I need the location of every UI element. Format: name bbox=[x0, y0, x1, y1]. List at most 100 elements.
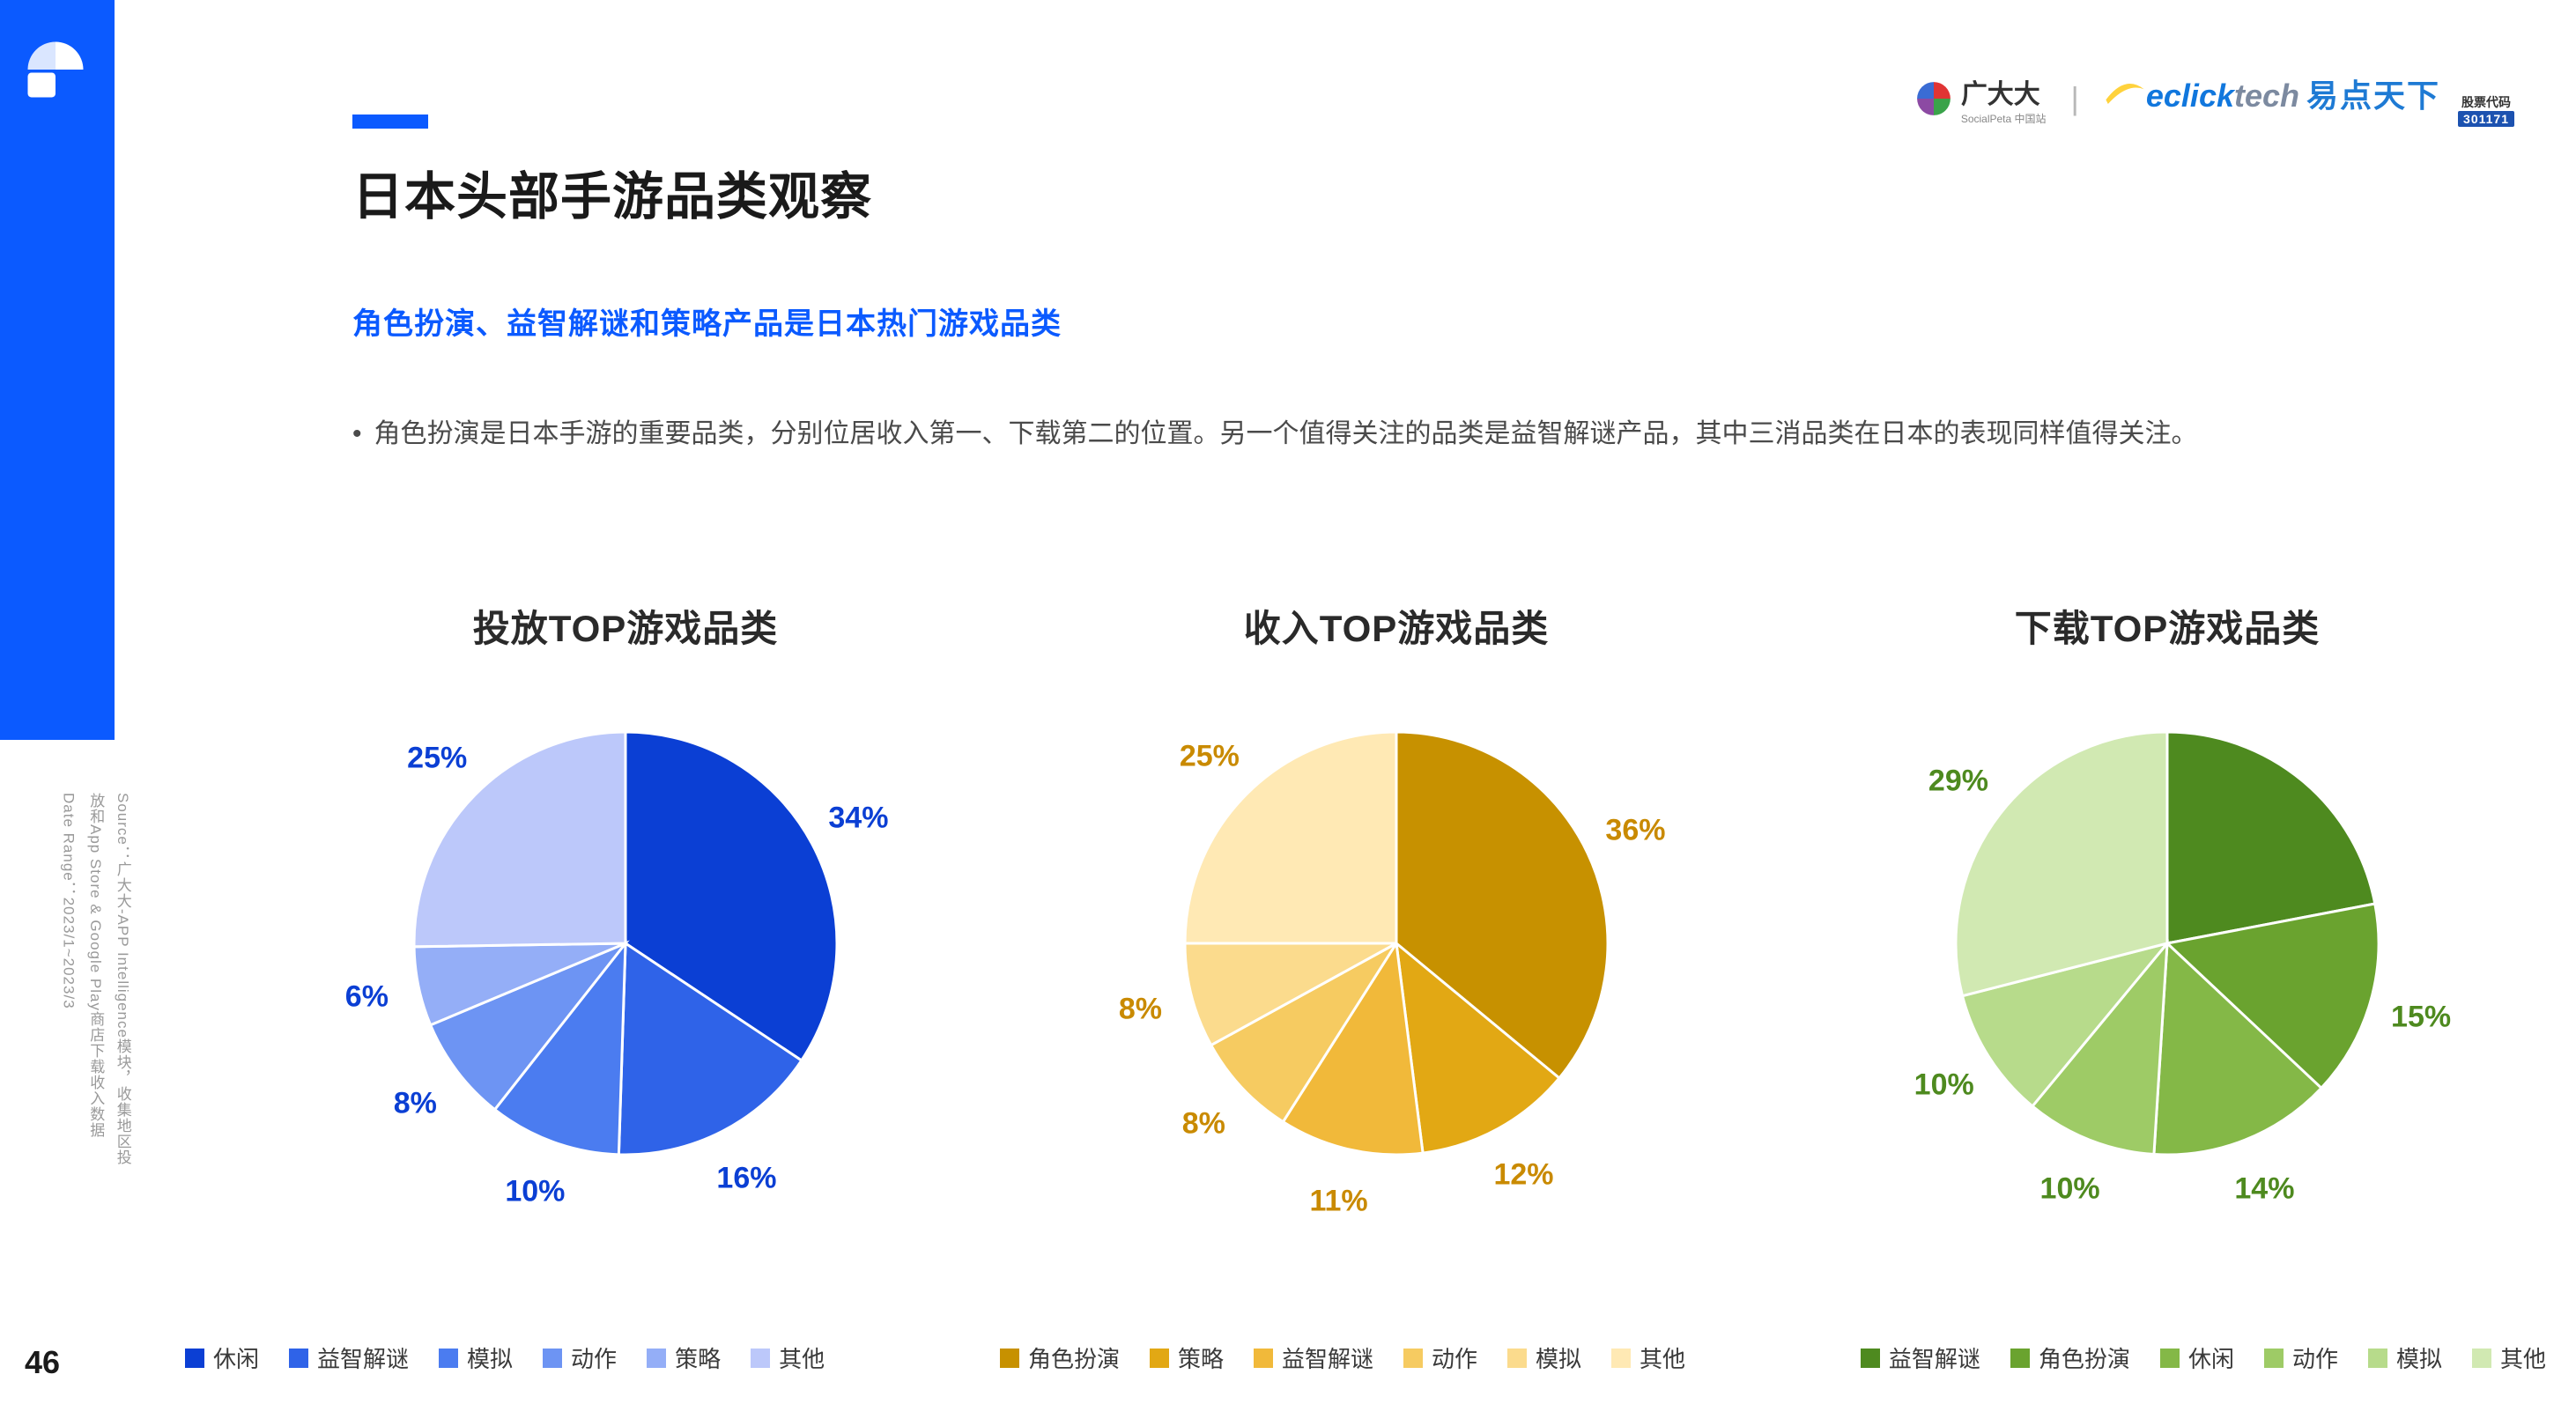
legend-swatch bbox=[647, 1349, 666, 1368]
legend-item: 益智解谜 bbox=[1861, 1341, 1980, 1374]
pie-pct-label: 11% bbox=[1309, 1184, 1367, 1218]
legend-swatch bbox=[185, 1349, 204, 1368]
chart-title: 下载TOP游戏品类 bbox=[2015, 599, 2321, 653]
legend-swatch bbox=[2368, 1349, 2387, 1368]
ec-part-c: 易点天下 bbox=[2306, 78, 2440, 114]
legend-label: 休闲 bbox=[213, 1341, 259, 1374]
pie-pct-label: 25% bbox=[1180, 739, 1240, 773]
legend-item: 其他 bbox=[2472, 1341, 2546, 1374]
legend-label: 其他 bbox=[779, 1341, 825, 1374]
legend-item: 益智解谜 bbox=[289, 1341, 409, 1374]
pie-pct-label: 8% bbox=[1182, 1107, 1225, 1142]
bullet-icon: • bbox=[352, 419, 362, 448]
legend-label: 模拟 bbox=[2396, 1341, 2442, 1374]
legend-group: 益智解谜 角色扮演 休闲 动作 模拟 其他 bbox=[1861, 1341, 2546, 1374]
pie-pct-label: 10% bbox=[505, 1174, 565, 1208]
legend-label: 动作 bbox=[2292, 1341, 2338, 1374]
legend-group: 角色扮演 策略 益智解谜 动作 模拟其他 bbox=[1000, 1341, 1685, 1374]
legend-label: 动作 bbox=[1432, 1341, 1477, 1374]
stock-number: 301171 bbox=[2458, 111, 2514, 127]
stock-badge: 股票代码 301171 bbox=[2458, 93, 2514, 127]
brand-divider: | bbox=[2071, 80, 2079, 117]
pie-pct-label: 8% bbox=[394, 1086, 437, 1120]
legend-item: 休闲 bbox=[185, 1341, 259, 1374]
legend-swatch bbox=[439, 1349, 458, 1368]
legend-item: 动作 bbox=[2264, 1341, 2338, 1374]
description: • 角色扮演是日本手游的重要品类，分别位居收入第一、下载第二的位置。另一个值得关注… bbox=[352, 405, 2308, 463]
legend-swatch bbox=[2264, 1349, 2284, 1368]
socialpeta-icon bbox=[1915, 80, 1952, 117]
legend-item: 其他 bbox=[1611, 1341, 1685, 1374]
legends-row: 休闲益智解谜模拟动作策略其他角色扮演策略益智解谜动作模拟其他益智解谜角色扮演休闲… bbox=[185, 1341, 2546, 1374]
legend-label: 益智解谜 bbox=[1889, 1341, 1980, 1374]
pie-pct-label: 25% bbox=[407, 741, 467, 775]
pie-pct-label: 8% bbox=[1119, 992, 1162, 1026]
pie-pct-label: 6% bbox=[345, 980, 389, 1015]
chart-title: 投放TOP游戏品类 bbox=[473, 599, 779, 653]
legend-swatch bbox=[543, 1349, 562, 1368]
description-text: 角色扮演是日本手游的重要品类，分别位居收入第一、下载第二的位置。另一个值得关注的… bbox=[374, 419, 2198, 448]
pie-pct-label: 16% bbox=[716, 1161, 776, 1195]
legend-item: 动作 bbox=[543, 1341, 617, 1374]
pie-pct-label: 12% bbox=[1493, 1157, 1553, 1192]
legend-group: 休闲 益智解谜 模拟 动作 策略 其他 bbox=[185, 1341, 825, 1374]
legend-label: 益智解谜 bbox=[1282, 1341, 1373, 1374]
legend-label: 策略 bbox=[675, 1341, 721, 1374]
legend-item: 角色扮演 bbox=[2010, 1341, 2130, 1374]
ec-part-b: tech bbox=[2234, 78, 2299, 114]
chart-title: 收入TOP游戏品类 bbox=[1244, 599, 1550, 653]
pie-chart: 15%14%10%10%29% bbox=[1921, 697, 2414, 1190]
legend-label: 动作 bbox=[571, 1341, 617, 1374]
chart-column: 投放TOP游戏品类 34%16%10%8%6%25% bbox=[264, 599, 987, 1190]
legend-label: 角色扮演 bbox=[2039, 1341, 2130, 1374]
source-line: 放和App Store & Google Play商店下载收入数据 bbox=[82, 793, 109, 1286]
chart-column: 收入TOP游戏品类36%12%11%8%8%25% bbox=[1035, 599, 1758, 1190]
legend-label: 模拟 bbox=[1536, 1341, 1581, 1374]
source-note: Source：广大大-APP Intelligence模块，收集地区投 放和Ap… bbox=[55, 793, 136, 1286]
legend-swatch bbox=[2010, 1349, 2030, 1368]
brand-eclicktech: eclicktech易点天下 股票代码 301171 bbox=[2104, 70, 2514, 127]
legend-swatch bbox=[2472, 1349, 2491, 1368]
legend-swatch bbox=[1254, 1349, 1273, 1368]
legend-item: 模拟 bbox=[2368, 1341, 2442, 1374]
branding-bar: 广大大 SocialPeta 中国站 | eclicktech易点天下 股票代码… bbox=[1915, 70, 2514, 127]
brand-logo-icon bbox=[25, 39, 86, 100]
legend-swatch bbox=[289, 1349, 308, 1368]
legend-item: 策略 bbox=[1150, 1341, 1224, 1374]
legend-label: 益智解谜 bbox=[317, 1341, 409, 1374]
legend-label: 其他 bbox=[2500, 1341, 2546, 1374]
legend-swatch bbox=[2160, 1349, 2180, 1368]
legend-swatch bbox=[1861, 1349, 1880, 1368]
legend-item: 策略 bbox=[647, 1341, 721, 1374]
legend-label: 休闲 bbox=[2188, 1341, 2234, 1374]
pie-pct-label: 15% bbox=[2391, 1000, 2451, 1034]
brand-socialpeta: 广大大 SocialPeta 中国站 bbox=[1915, 72, 2047, 126]
legend-item: 益智解谜 bbox=[1254, 1341, 1373, 1374]
legend-item: 角色扮演 bbox=[1000, 1341, 1120, 1374]
side-blue-bar bbox=[0, 0, 115, 740]
source-line: Source：广大大-APP Intelligence模块，收集地区投 bbox=[108, 793, 136, 1286]
legend-swatch bbox=[1507, 1349, 1527, 1368]
legend-item: 动作 bbox=[1403, 1341, 1477, 1374]
page-subtitle: 角色扮演、益智解谜和策略产品是日本热门游戏品类 bbox=[352, 299, 1062, 343]
brand-sp-sub: SocialPeta 中国站 bbox=[1961, 111, 2047, 126]
pie-pct-label: 10% bbox=[2040, 1171, 2100, 1206]
pie-pct-label: 29% bbox=[1928, 765, 1988, 799]
stock-label: 股票代码 bbox=[2461, 93, 2511, 111]
pie-pct-label: 36% bbox=[1605, 814, 1665, 848]
legend-label: 模拟 bbox=[467, 1341, 513, 1374]
title-accent-bar bbox=[352, 115, 428, 129]
legend-item: 休闲 bbox=[2160, 1341, 2234, 1374]
source-line: Date Range：2023/1~2023/3 bbox=[55, 793, 82, 1286]
legend-swatch bbox=[1150, 1349, 1169, 1368]
ec-part-a: eclick bbox=[2146, 78, 2234, 114]
legend-label: 策略 bbox=[1178, 1341, 1224, 1374]
legend-item: 模拟 bbox=[1507, 1341, 1581, 1374]
pie-svg bbox=[1921, 697, 2414, 1190]
legend-swatch bbox=[1000, 1349, 1019, 1368]
pie-chart: 34%16%10%8%6%25% bbox=[379, 697, 872, 1190]
charts-row: 投放TOP游戏品类 34%16%10%8%6%25% 收入TOP游戏品类 36% 12%… bbox=[264, 599, 2528, 1190]
pie-chart: 36%12%11%8%8%25% bbox=[1150, 697, 1643, 1190]
page-number: 46 bbox=[25, 1344, 60, 1381]
legend-swatch bbox=[1403, 1349, 1423, 1368]
